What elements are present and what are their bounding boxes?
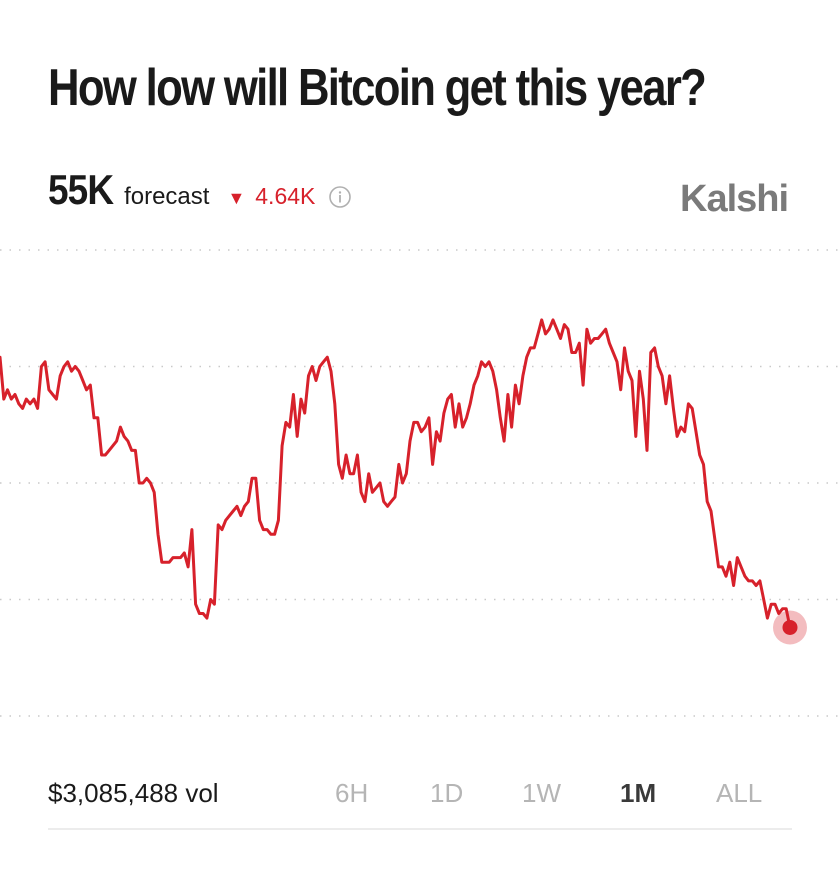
range-button-1m[interactable]: 1M — [620, 778, 657, 808]
end-point-marker — [782, 619, 798, 635]
info-circle-icon[interactable] — [329, 186, 352, 208]
down-triangle-icon: ▼ — [227, 188, 246, 208]
forecast-summary: 55K forecast ▼ 4.64K — [48, 166, 352, 216]
kalshi-logo: Kalshi — [680, 178, 789, 220]
price-chart — [0, 249, 840, 717]
forecast-label: forecast — [124, 183, 210, 210]
series-line — [0, 318, 792, 629]
volume-label: $3,085,488 vol — [48, 778, 219, 808]
range-button-6h[interactable]: 6H — [335, 778, 369, 808]
forecast-change: ▼ 4.64K — [227, 183, 315, 210]
forecast-value: 55K — [48, 166, 114, 213]
range-button-1d[interactable]: 1D — [430, 778, 464, 808]
footer-divider — [48, 828, 792, 830]
chart-gridlines — [0, 249, 840, 717]
forecast-change-value: 4.64K — [255, 183, 316, 209]
range-button-all[interactable]: ALL — [716, 778, 763, 808]
chart-footer: $3,085,488 vol 6H 1D 1W 1M ALL — [48, 776, 792, 816]
page-title: How low will Bitcoin get this year? — [48, 59, 707, 117]
range-button-1w[interactable]: 1W — [522, 778, 561, 808]
